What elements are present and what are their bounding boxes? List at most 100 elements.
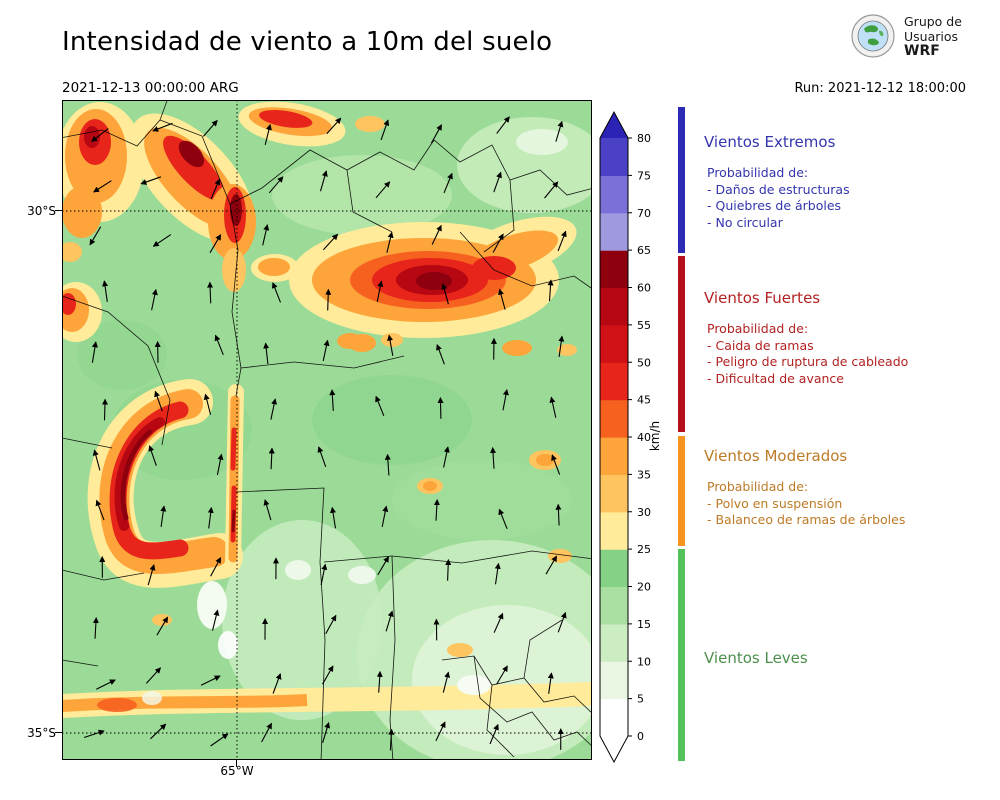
- map-graphic-shape: [77, 320, 167, 390]
- map-graphic-shape: [142, 691, 162, 705]
- axis-tick: [236, 760, 237, 767]
- wind-arrow: [329, 389, 336, 411]
- colorbar-segment: [600, 212, 628, 251]
- wind-arrow: [557, 611, 567, 633]
- wind-arrow: [502, 388, 509, 411]
- map-graphic-shape: [62, 186, 102, 238]
- map-graphic-shape: [486, 684, 515, 758]
- map-graphic-shape: [197, 581, 227, 629]
- wind-arrow: [322, 721, 331, 743]
- map-graphic-shape: [381, 333, 403, 347]
- map-graphic-shape: [389, 555, 396, 763]
- map-graphic-shape: [60, 293, 76, 315]
- map-graphic-shape: [459, 231, 595, 291]
- wind-arrow: [494, 562, 501, 585]
- wind-arrow: [263, 499, 272, 521]
- wind-arrow: [140, 176, 162, 185]
- wind-arrow: [268, 176, 284, 194]
- legend-probability-header: Probabilidad de:: [707, 479, 809, 494]
- wind-arrow: [322, 339, 330, 362]
- map-graphic-shape: [59, 119, 595, 205]
- map-graphic-shape: [312, 375, 472, 465]
- lon-tick-65w: 65°W: [220, 764, 254, 778]
- map-graphic-shape: [447, 643, 473, 657]
- map-graphic-shape: [472, 256, 516, 280]
- map-graphic-shape: [557, 344, 577, 356]
- map-graphic-shape: [231, 509, 236, 533]
- colorbar-segment: [600, 474, 628, 513]
- wind-arrow: [322, 233, 339, 251]
- map-graphic-shape: [222, 248, 246, 292]
- wind-arrow: [203, 393, 212, 415]
- wind-arrow: [388, 728, 395, 751]
- wind-arrow: [209, 234, 222, 254]
- colorbar-tick-label: 20: [637, 581, 651, 594]
- wind-arrow: [544, 181, 559, 199]
- map-graphic-shape: [178, 140, 205, 168]
- page-title: Intensidad de viento a 10m del suelo: [62, 27, 553, 57]
- wind-arrow: [443, 172, 453, 194]
- colorbar-tick-label: 65: [637, 244, 651, 257]
- wind-arrow: [148, 445, 157, 466]
- wrf-logo-text: Grupo de Usuarios WRF: [904, 14, 962, 59]
- legend-item: - Balanceo de ramas de árboles: [707, 512, 906, 527]
- wind-arrow: [261, 722, 272, 743]
- wind-arrow: [145, 667, 162, 684]
- colorbar-segment: [600, 698, 628, 737]
- wind-arrow: [326, 117, 342, 135]
- wind-arrow: [547, 672, 554, 694]
- colorbar-segment: [600, 138, 628, 176]
- wrf-logo: Grupo de Usuarios WRF: [850, 13, 962, 59]
- wind-arrow: [443, 446, 450, 468]
- map-graphic-shape: [868, 38, 879, 46]
- legend-item: - Polvo en suspensión: [707, 495, 843, 511]
- run-datetime-label: Run: 2021-12-12 18:00:00: [794, 81, 966, 96]
- colorbar-tick-label: 45: [637, 394, 651, 407]
- wind-arrow: [147, 564, 156, 586]
- wind-arrow: [430, 124, 442, 144]
- map-graphic-shape: [163, 135, 225, 201]
- map-graphic-shape: [346, 169, 393, 233]
- wind-arrow: [95, 499, 105, 521]
- map-graphic-shape: [879, 30, 884, 37]
- wind-arrow: [493, 612, 504, 633]
- logo-line-3: WRF: [904, 42, 940, 59]
- wind-arrow: [441, 283, 449, 305]
- logo-line-2: Usuarios: [904, 28, 959, 44]
- wind-arrow: [207, 506, 214, 529]
- wind-arrow: [211, 609, 220, 631]
- wind-arrow: [442, 671, 451, 693]
- map-graphic-shape: [218, 631, 238, 659]
- wind-arrow: [492, 233, 504, 253]
- map-graphic-shape: [864, 25, 879, 33]
- legend-item: - Daños de estructuras: [707, 181, 850, 197]
- colorbar-tick-label: 10: [637, 655, 651, 668]
- wind-map-image: [50, 97, 627, 770]
- wind-arrow: [387, 334, 394, 356]
- map-graphic-shape: [348, 566, 376, 584]
- wind-arrow: [210, 733, 229, 747]
- wind-arrow: [271, 282, 282, 303]
- colorbar-segment: [600, 175, 628, 214]
- wind-arrow: [210, 557, 222, 577]
- wind-arrow: [89, 226, 102, 246]
- legend-strip-extremos: [678, 107, 685, 253]
- wind-arrow: [558, 335, 565, 357]
- wind-arrow: [202, 119, 218, 137]
- valid-datetime-label: 2021-12-13 00:00:00 ARG: [62, 80, 239, 96]
- wind-arrow: [210, 178, 221, 200]
- wind-arrow: [91, 128, 109, 142]
- map-graphic-shape: [229, 203, 242, 397]
- legend-section-extremos: Vientos Extremos Probabilidad de: - Daño…: [704, 133, 989, 231]
- map-graphic-shape: [502, 340, 532, 356]
- map-graphic-shape: [516, 129, 568, 155]
- colorbar-under-arrow: [600, 736, 628, 762]
- colorbar-unit-label: km/h: [648, 420, 662, 452]
- legend-section-fuertes: Vientos Fuertes Probabilidad de: - Caida…: [704, 289, 989, 387]
- wind-arrow: [160, 505, 167, 527]
- wind-speed-field: [50, 101, 627, 770]
- map-graphic-shape: [230, 194, 242, 226]
- colorbar-segment: [600, 437, 628, 475]
- map-graphic-shape: [258, 258, 290, 276]
- colorbar-tick-label: 70: [637, 207, 651, 220]
